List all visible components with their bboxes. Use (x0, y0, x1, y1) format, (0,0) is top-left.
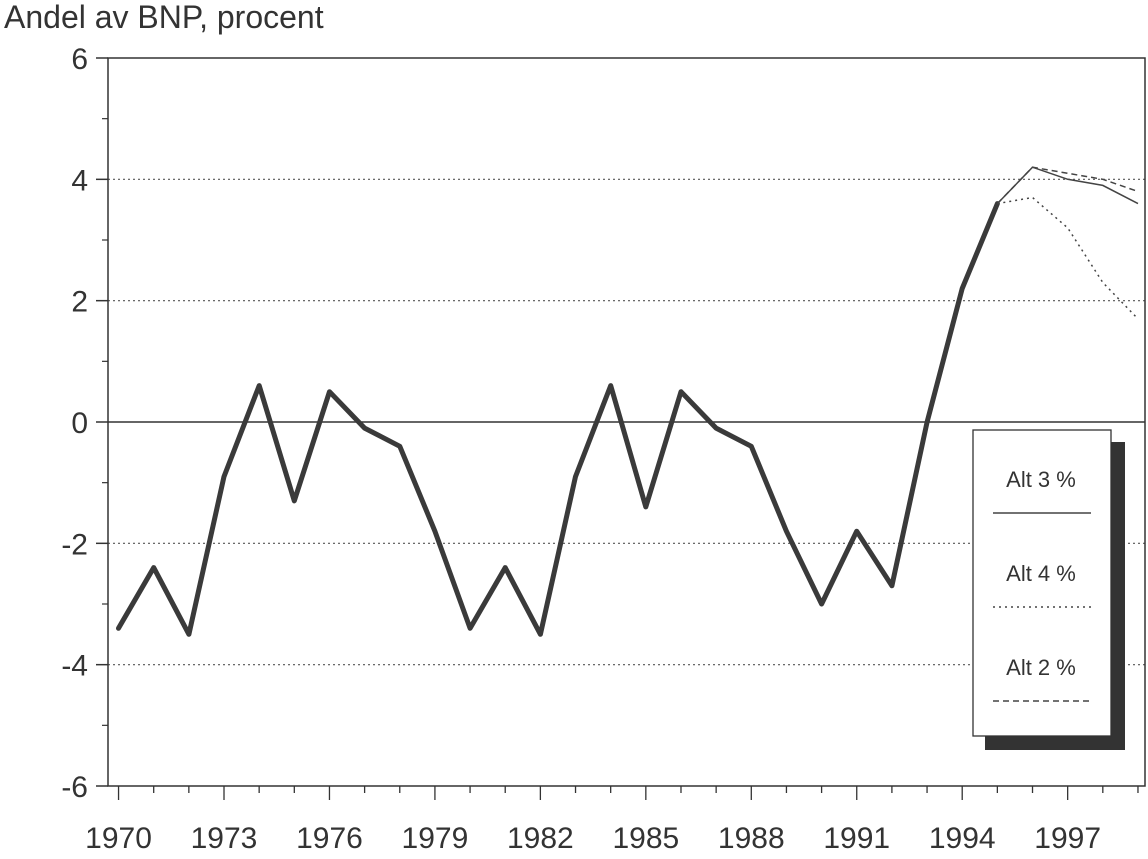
x-tick-label: 1976 (296, 822, 363, 855)
x-axis: 1970 1973 1976 1979 1982 1985 1988 1991 1994 1997 (85, 786, 1139, 855)
series-line-2 (997, 196, 1139, 320)
legend: Alt 3 % Alt 4 % Alt 2 % (972, 429, 1125, 750)
legend-box (972, 429, 1112, 737)
legend-label: Alt 3 % (1006, 467, 1076, 492)
y-axis: 6 4 2 0 -2 -4 -6 (61, 43, 108, 804)
y-tick-label: -6 (61, 771, 88, 804)
y-tick-label: 6 (71, 43, 88, 76)
x-tick-label: 1997 (1034, 822, 1101, 855)
y-tick-label: -4 (61, 650, 88, 683)
legend-label: Alt 4 % (1006, 561, 1076, 586)
x-tick-label: 1988 (718, 822, 785, 855)
x-tick-label: 1991 (823, 822, 890, 855)
y-tick-label: 4 (71, 164, 88, 197)
lines (116, 166, 1139, 637)
y-axis-label: Andel av BNP, procent (4, 0, 324, 35)
y-tick-label: -2 (61, 528, 88, 561)
series-line-3 (996, 166, 1139, 205)
x-tick-label: 1985 (612, 822, 679, 855)
x-tick-label: 1982 (507, 822, 574, 855)
y-tick-label: 2 (71, 286, 88, 319)
historical-line (116, 201, 1000, 637)
series-line-1 (996, 166, 1139, 205)
x-tick-label: 1970 (85, 822, 152, 855)
grid (108, 178, 1145, 666)
x-tick-label: 1979 (402, 822, 469, 855)
y-tick-label: 0 (71, 407, 88, 440)
x-tick-label: 1973 (191, 822, 258, 855)
legend-label: Alt 2 % (1006, 655, 1076, 680)
x-tick-label: 1994 (929, 822, 996, 855)
